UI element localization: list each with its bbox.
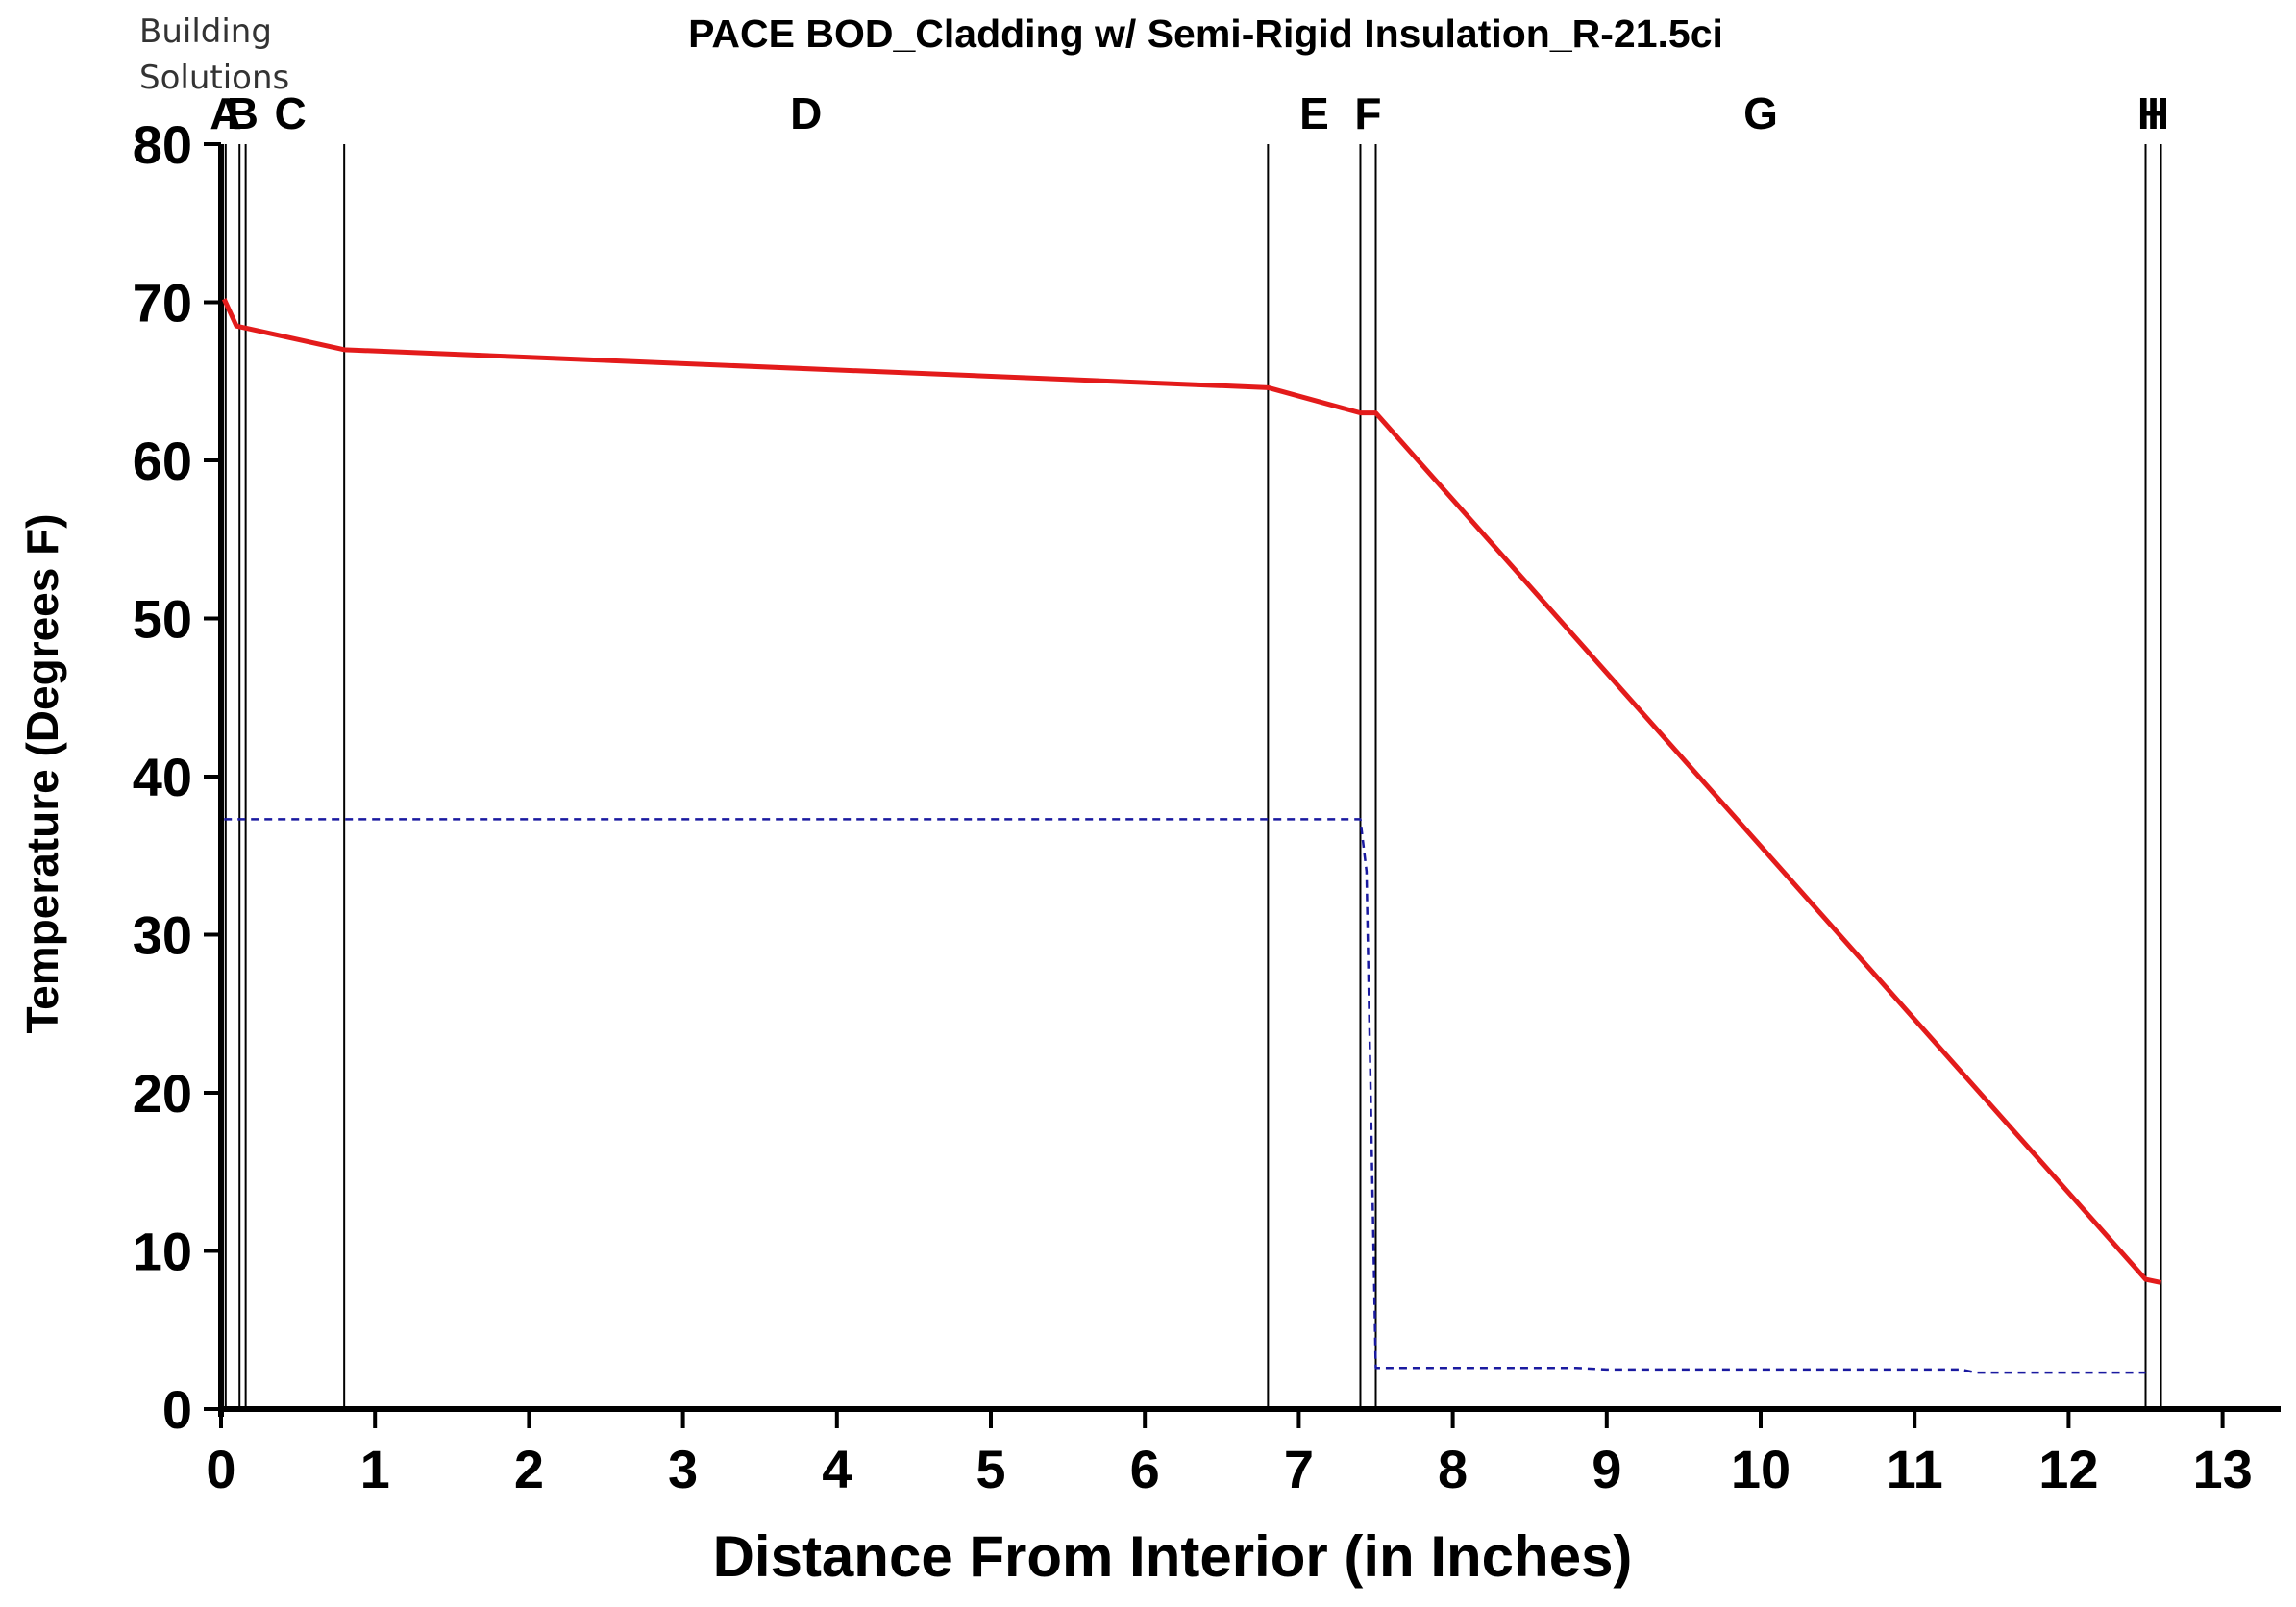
y-tick-label: 20 [133, 1063, 192, 1124]
layer-label-i: I [2147, 88, 2160, 138]
layer-label-g: G [1743, 88, 1778, 138]
y-tick-label: 30 [133, 905, 192, 966]
x-tick-label: 3 [668, 1439, 698, 1499]
temperature-series-line [221, 298, 2162, 1285]
y-tick-label: 70 [133, 273, 192, 334]
y-tick-label: 10 [133, 1222, 192, 1282]
x-tick-label: 7 [1284, 1439, 1314, 1499]
x-tick-label: 1 [360, 1439, 390, 1499]
x-tick-label: 10 [1731, 1439, 1790, 1499]
brand-text-building: Building [139, 12, 272, 51]
x-tick-label: 9 [1592, 1439, 1621, 1499]
y-tick-label: 80 [133, 114, 192, 175]
layer-label-a: A [210, 88, 241, 138]
layer-label-e: E [1299, 88, 1329, 138]
layer-label-d: D [790, 88, 822, 138]
y-axis-label: Temperature (Degrees F) [17, 513, 67, 1033]
x-tick-label: 4 [822, 1439, 852, 1499]
y-tick-label: 40 [133, 747, 192, 807]
layer-label-b: B [227, 88, 259, 138]
y-tick-label: 50 [133, 589, 192, 650]
x-axis-label: Distance From Interior (in Inches) [713, 1524, 1633, 1589]
x-tick-label: 13 [2192, 1439, 2252, 1499]
brand-text-solutions: Solutions [139, 59, 290, 97]
y-tick-label: 60 [133, 431, 192, 491]
x-tick-label: 2 [514, 1439, 544, 1499]
dew-point-series-line [224, 818, 2146, 1374]
layer-label-f: F [1354, 88, 1381, 138]
layer-label-h: H [2137, 88, 2169, 138]
x-tick-label: 6 [1130, 1439, 1160, 1499]
x-tick-label: 11 [1887, 1439, 1943, 1499]
y-tick-label: 0 [162, 1379, 192, 1440]
chart-title: PACE BOD_Cladding w/ Semi-Rigid Insulati… [688, 12, 1723, 56]
x-tick-label: 0 [206, 1439, 235, 1499]
layer-label-c: C [274, 88, 306, 138]
x-tick-label: 8 [1438, 1439, 1468, 1499]
x-tick-label: 5 [975, 1439, 1005, 1499]
x-tick-label: 12 [2038, 1439, 2098, 1499]
